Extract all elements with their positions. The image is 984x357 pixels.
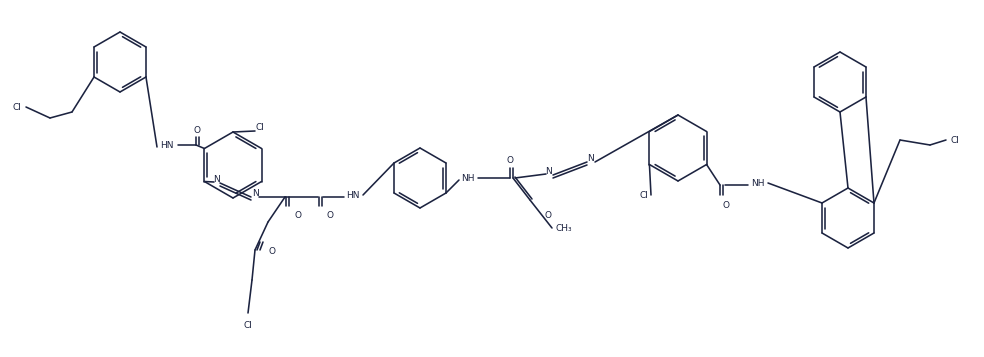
Text: Cl: Cl <box>640 191 648 200</box>
Text: N: N <box>587 154 594 162</box>
Text: CH₃: CH₃ <box>555 223 572 232</box>
Text: O: O <box>269 247 276 256</box>
Text: O: O <box>507 156 514 165</box>
Text: Cl: Cl <box>244 321 253 330</box>
Text: Cl: Cl <box>13 102 22 111</box>
Text: NH: NH <box>461 174 474 182</box>
Text: N: N <box>252 188 259 197</box>
Text: N: N <box>213 175 219 183</box>
Text: O: O <box>294 211 301 220</box>
Text: Cl: Cl <box>256 122 265 131</box>
Text: N: N <box>545 166 552 176</box>
Text: O: O <box>194 126 201 135</box>
Text: NH: NH <box>751 178 765 187</box>
Text: HN: HN <box>346 191 360 200</box>
Text: HN: HN <box>160 141 174 150</box>
Text: O: O <box>544 211 551 220</box>
Text: O: O <box>327 211 334 220</box>
Text: O: O <box>722 201 729 210</box>
Text: Cl: Cl <box>951 136 959 145</box>
